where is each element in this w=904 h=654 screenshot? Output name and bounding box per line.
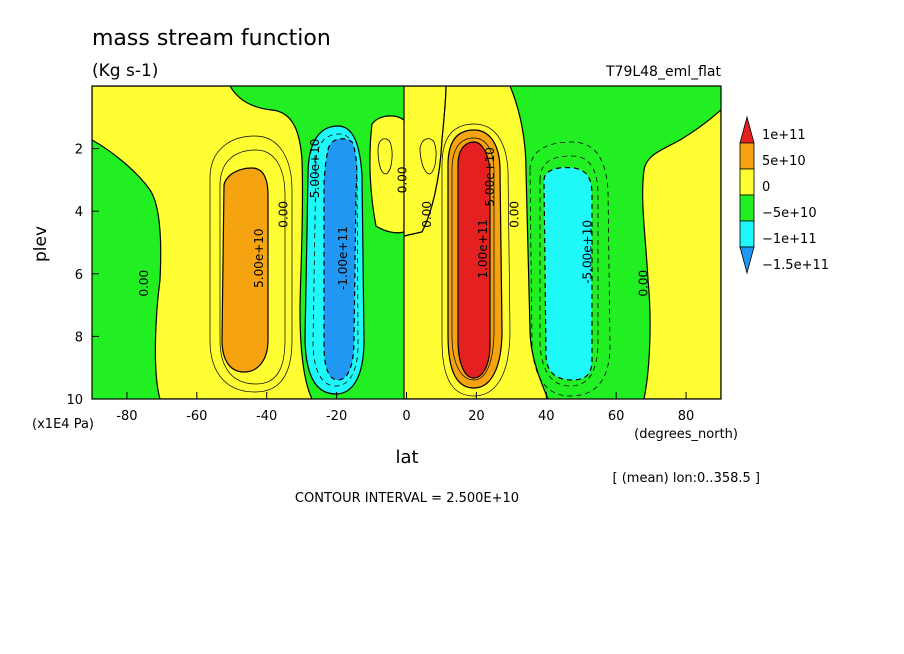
colorbar-swatch: [739, 220, 755, 248]
x-tick-label: 20: [468, 409, 485, 424]
x-tick-label: 60: [608, 409, 625, 424]
colorbar-swatch: [739, 194, 755, 222]
x-axis: -80 -60 -40 -20 0 20 40 60 80: [116, 392, 694, 424]
contour-nh-75e9: [451, 137, 495, 381]
y-tick-label: 6: [75, 268, 83, 283]
experiment-label: T79L48_eml_flat: [605, 64, 722, 80]
x-tick-label: -20: [326, 409, 347, 424]
averaging-note: [ (mean) lon:0..358.5 ]: [613, 471, 761, 486]
orange-region-sh: [221, 167, 269, 373]
contour-label: -1.00e+11: [336, 226, 350, 290]
contour-interval-label: CONTOUR INTERVAL = 2.500E+10: [295, 491, 519, 506]
contour-label: 0.00: [420, 201, 434, 228]
x-axis-label: lat: [395, 447, 418, 468]
y-tick-label: 2: [75, 143, 83, 158]
x-tick-label: -80: [116, 409, 137, 424]
colorbar-label: 5e+10: [762, 154, 806, 169]
contour-label: 5.00e+10: [483, 147, 497, 206]
chart-units: (Kg s-1): [92, 61, 158, 81]
colorbar-label: −1.5e+11: [762, 258, 829, 273]
cyan-region-nh: [543, 166, 593, 381]
blue-region-sh: [323, 138, 358, 381]
contour-label: 0.00: [637, 270, 651, 297]
contour-label: 0.00: [507, 201, 521, 228]
contour-label: 1.00e+11: [476, 219, 490, 278]
equatorial-small-contour-a: [377, 138, 393, 175]
positive-region-nh-high-lat: [642, 109, 721, 399]
colorbar-swatch: [739, 168, 755, 196]
contour-nh-25e9: [441, 123, 511, 397]
plot-area: [92, 86, 721, 399]
equatorial-small-contour-b: [419, 138, 437, 175]
y-tick-label: 4: [75, 205, 83, 220]
contour-sh-neg25e9: [312, 133, 359, 387]
red-region-nh: [457, 141, 491, 379]
x-tick-label: -40: [256, 409, 277, 424]
colorbar-label: 1e+11: [762, 128, 806, 143]
x-tick-label: 80: [678, 409, 695, 424]
y-units: (x1E4 Pa): [32, 417, 94, 432]
contour-labels: 0.00 0.00 5.00e+10 -5.00e+10 -1.00e+11 0.00 0.…: [137, 139, 651, 297]
y-axis-label: plev: [31, 226, 51, 262]
y-tick-label: 10: [66, 393, 83, 408]
colorbar-label: −1e+11: [762, 232, 817, 247]
colorbar-swatch: [739, 142, 755, 170]
x-tick-label: 40: [538, 409, 555, 424]
x-tick-label: -60: [186, 409, 207, 424]
colorbar-label: 0: [762, 180, 770, 195]
x-units: (degrees_north): [634, 427, 738, 442]
x-tick-label: 0: [402, 409, 410, 424]
contour-sh-50e9: [219, 149, 286, 385]
contour-nh-neg25e9: [529, 141, 611, 397]
y-tick-label: 8: [75, 330, 83, 345]
colorbar-swatch: [739, 246, 755, 275]
contour-label: 5.00e+10: [252, 228, 266, 287]
chart-title: mass stream function: [92, 26, 331, 51]
contour-label: 0.00: [137, 270, 151, 297]
contour-label: 0.00: [277, 201, 291, 228]
contour-nh-neg50e9: [539, 155, 599, 387]
contour-sh-25e9: [209, 135, 293, 393]
colorbar-label: −5e+10: [762, 206, 817, 221]
colorbar: 1e+11 5e+10 0 −5e+10 −1e+11 −1.5e+11: [739, 115, 829, 275]
contour-label: 0.00: [396, 167, 410, 194]
contour-label: -5.00e+10: [581, 220, 595, 284]
contour-label: -5.00e+10: [308, 139, 322, 203]
y-axis: 2 4 6 8 10: [66, 143, 99, 408]
colorbar-swatch: [739, 115, 755, 144]
